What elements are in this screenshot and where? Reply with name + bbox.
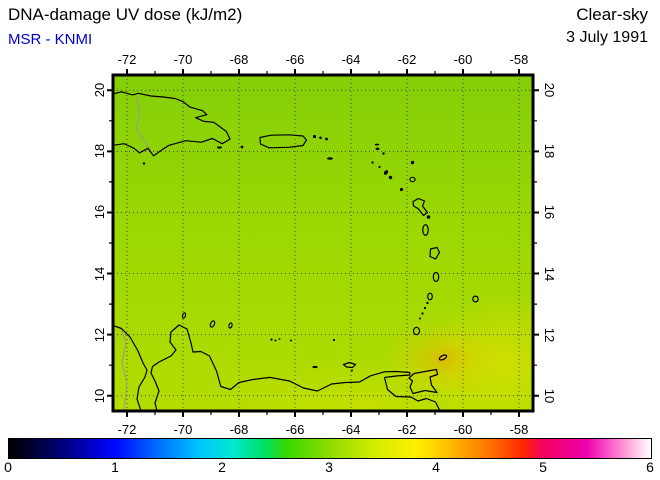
lat-tick-label: 12 xyxy=(92,327,107,343)
lat-tick-label: 10 xyxy=(542,388,557,404)
coast-grenada xyxy=(412,326,421,336)
lon-tick-label: -66 xyxy=(285,422,305,437)
colorbar-tick-label: 2 xyxy=(218,459,226,475)
lon-tick-label: -68 xyxy=(229,422,249,437)
lat-tick-label: 14 xyxy=(92,266,107,282)
small-islands xyxy=(142,134,431,372)
coast-antigua xyxy=(409,176,416,183)
coast-aruba xyxy=(181,312,187,319)
lon-tick-label: -72 xyxy=(117,52,137,67)
colorbar-tick-label: 0 xyxy=(4,459,12,475)
uv-field-fill xyxy=(113,75,533,411)
source-label: MSR - KNMI xyxy=(8,31,93,48)
lon-tick-label: -70 xyxy=(173,52,193,67)
lon-tick-label: -68 xyxy=(229,52,249,67)
colorbar-tick-label: 5 xyxy=(539,459,547,475)
coast-st-vincent xyxy=(427,292,433,301)
date-label: 3 July 1991 xyxy=(566,29,648,46)
coast-south-america xyxy=(113,324,441,411)
colorbar-tick-label: 1 xyxy=(111,459,119,475)
major-axis-ticks xyxy=(107,69,539,417)
lon-tick-label: -64 xyxy=(341,52,361,67)
coast-st-lucia xyxy=(432,271,440,283)
colorbar xyxy=(8,438,652,459)
lat-tick-label: 14 xyxy=(542,266,557,282)
colorbar-tick-label: 6 xyxy=(646,459,654,475)
lat-tick-label: 16 xyxy=(92,204,107,220)
latlon-grid xyxy=(113,75,533,411)
coast-tobago xyxy=(438,354,448,361)
coast-barbados xyxy=(472,295,479,303)
coast-puerto-rico xyxy=(259,134,308,149)
lat-tick-label: 10 xyxy=(92,388,107,404)
lon-tick-label: -70 xyxy=(173,422,193,437)
lon-tick-label: -60 xyxy=(453,52,473,67)
lat-tick-label: 18 xyxy=(92,143,107,159)
lat-tick-label: 16 xyxy=(542,204,557,220)
coastlines xyxy=(113,91,479,411)
coast-guadeloupe xyxy=(412,197,429,217)
lat-tick-label: 18 xyxy=(542,143,557,159)
coast-margarita xyxy=(342,361,357,369)
coast-trinidad xyxy=(408,368,439,395)
lon-tick-label: -66 xyxy=(285,52,305,67)
coast-hispaniola xyxy=(113,91,231,157)
figure-title: DNA-damage UV dose (kJ/m2) xyxy=(8,5,243,24)
map-plot xyxy=(105,67,541,419)
lon-tick-label: -72 xyxy=(117,422,137,437)
lat-tick-label: 20 xyxy=(542,82,557,98)
minor-axis-ticks xyxy=(109,71,537,415)
lon-tick-label: -58 xyxy=(509,52,529,67)
coast-bonaire xyxy=(228,322,233,329)
lon-tick-label: -58 xyxy=(509,422,529,437)
lat-tick-label: 12 xyxy=(542,327,557,343)
country-borders xyxy=(120,95,153,411)
scenario-label: Clear-sky xyxy=(576,5,648,24)
coast-martinique xyxy=(429,246,441,260)
lon-tick-label: -62 xyxy=(397,422,417,437)
coast-curacao xyxy=(209,320,216,328)
colorbar-tick-label: 3 xyxy=(325,459,333,475)
lon-tick-label: -62 xyxy=(397,52,417,67)
lat-tick-label: 20 xyxy=(92,82,107,98)
lon-tick-label: -60 xyxy=(453,422,473,437)
colorbar-tick-label: 4 xyxy=(432,459,440,475)
lon-tick-label: -64 xyxy=(341,422,361,437)
coast-dominica xyxy=(422,224,429,236)
map-svg xyxy=(107,69,539,417)
